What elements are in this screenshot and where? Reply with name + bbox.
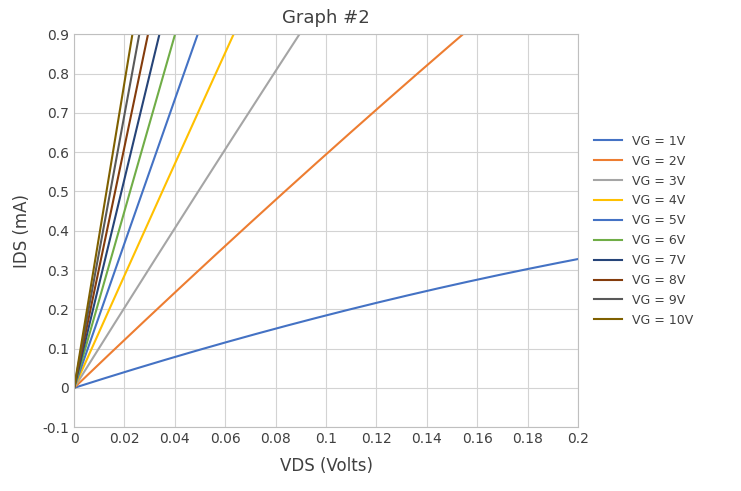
VG = 1V	[526, 266, 535, 272]
X-axis label: VDS (Volts): VDS (Volts)	[279, 457, 373, 475]
Line: VG = 6V: VG = 6V	[74, 0, 578, 388]
VG = 1V	[494, 272, 503, 278]
VG = 1V	[368, 301, 377, 307]
Title: Graph #2: Graph #2	[282, 9, 370, 27]
VG = 2V	[70, 385, 79, 391]
VG = 1V	[70, 385, 79, 391]
Line: VG = 1V: VG = 1V	[74, 259, 578, 388]
VG = 1V	[370, 300, 379, 306]
VG = 6V	[71, 379, 80, 385]
Line: VG = 7V: VG = 7V	[74, 0, 578, 388]
VG = 2V	[378, 101, 387, 107]
VG = 6V	[70, 385, 79, 391]
VG = 4V	[71, 381, 80, 387]
Line: VG = 2V: VG = 2V	[74, 0, 578, 388]
Line: VG = 4V: VG = 4V	[74, 0, 578, 388]
Line: VG = 9V: VG = 9V	[74, 0, 578, 388]
Line: VG = 10V: VG = 10V	[74, 0, 578, 388]
VG = 5V	[70, 385, 79, 391]
Line: VG = 8V: VG = 8V	[74, 0, 578, 388]
VG = 10V	[70, 385, 79, 391]
Y-axis label: IDS (mA): IDS (mA)	[13, 194, 31, 268]
VG = 8V	[70, 385, 79, 391]
VG = 5V	[71, 380, 80, 386]
VG = 3V	[71, 382, 80, 388]
VG = 9V	[71, 376, 80, 382]
VG = 2V	[494, 0, 503, 6]
Line: VG = 3V: VG = 3V	[74, 0, 578, 388]
VG = 8V	[71, 377, 80, 383]
VG = 1V	[574, 256, 582, 262]
Legend: VG = 1V, VG = 2V, VG = 3V, VG = 4V, VG = 5V, VG = 6V, VG = 7V, VG = 8V, VG = 9V,: VG = 1V, VG = 2V, VG = 3V, VG = 4V, VG =…	[589, 130, 698, 332]
VG = 10V	[71, 375, 80, 381]
VG = 2V	[71, 383, 80, 389]
VG = 4V	[70, 385, 79, 391]
VG = 7V	[71, 378, 80, 384]
Line: VG = 5V: VG = 5V	[74, 0, 578, 388]
VG = 3V	[70, 385, 79, 391]
VG = 7V	[70, 385, 79, 391]
VG = 1V	[71, 384, 80, 390]
VG = 1V	[378, 299, 387, 304]
VG = 9V	[70, 385, 79, 391]
VG = 2V	[370, 109, 379, 114]
VG = 2V	[368, 110, 377, 116]
